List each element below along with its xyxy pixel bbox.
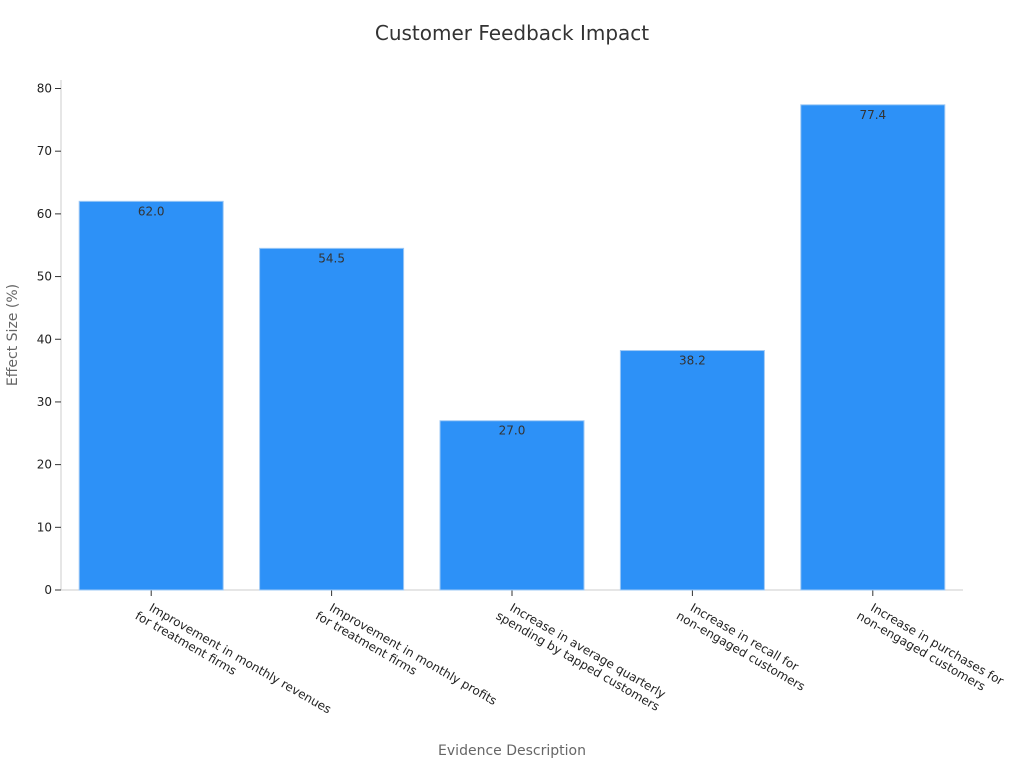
y-tick-label: 60 bbox=[37, 207, 52, 221]
x-tick-label-line: non-engaged customers bbox=[674, 609, 807, 694]
bar bbox=[619, 350, 765, 591]
y-tick-label: 10 bbox=[37, 520, 52, 534]
data-labels-group: 62.0 54.5 27.0 38.2 77.4 bbox=[138, 108, 886, 438]
x-axis: Improvement in monthly revenuesfor treat… bbox=[61, 589, 1006, 728]
x-tick-label-line: spending by tapped customers bbox=[494, 609, 662, 714]
bar bbox=[78, 200, 224, 591]
bar bbox=[439, 420, 585, 591]
x-tick-label-line: non-engaged customers bbox=[854, 609, 987, 694]
x-tick-label: Increase in purchases fornon-engaged cus… bbox=[854, 596, 1006, 700]
x-tick-label-line: Improvement in monthly revenues bbox=[147, 600, 334, 716]
y-tick-label: 50 bbox=[37, 270, 52, 284]
x-tick-label-line: Improvement in monthly profits bbox=[327, 600, 499, 707]
bars-group bbox=[78, 104, 946, 591]
data-label: 54.5 bbox=[318, 251, 345, 265]
y-tick-label: 0 bbox=[44, 583, 52, 597]
x-tick-label-line: Increase in purchases for bbox=[868, 600, 1006, 688]
x-tick-label-line: Increase in average quarterly bbox=[508, 600, 669, 701]
y-tick-label: 80 bbox=[37, 82, 52, 96]
data-label: 27.0 bbox=[499, 424, 526, 438]
x-tick-label: Improvement in monthly profitsfor treatm… bbox=[313, 596, 499, 720]
y-tick-label: 30 bbox=[37, 395, 52, 409]
x-axis-title: Evidence Description bbox=[438, 743, 586, 759]
y-axis: 0 10 20 30 40 50 60 70 80 bbox=[37, 80, 62, 597]
data-label: 38.2 bbox=[679, 354, 706, 368]
chart-title: Customer Feedback Impact bbox=[375, 21, 649, 45]
data-label: 62.0 bbox=[138, 204, 165, 218]
x-tick-label: Increase in recall fornon-engaged custom… bbox=[674, 596, 814, 693]
y-tick-label: 40 bbox=[37, 332, 52, 346]
bar bbox=[800, 104, 946, 591]
data-label: 77.4 bbox=[859, 108, 886, 122]
y-axis-title: Effect Size (%) bbox=[5, 284, 21, 386]
y-tick-label: 70 bbox=[37, 144, 52, 158]
x-tick-label: Increase in average quarterlyspending by… bbox=[494, 596, 669, 713]
bar bbox=[259, 247, 405, 591]
y-tick-label: 20 bbox=[37, 458, 52, 472]
x-tick-label: Improvement in monthly revenuesfor treat… bbox=[133, 596, 334, 728]
